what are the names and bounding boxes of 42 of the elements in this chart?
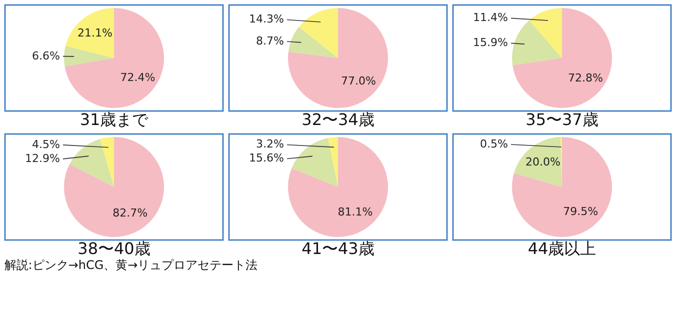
data-label: 11.4% bbox=[473, 11, 508, 24]
text: 32〜34歳 bbox=[302, 110, 374, 129]
data-label: 4.5% bbox=[32, 138, 60, 151]
data-label: 82.7% bbox=[112, 206, 148, 220]
data-label: 0.5% bbox=[480, 138, 508, 151]
pie-slice bbox=[64, 137, 164, 237]
pie-slice bbox=[292, 138, 338, 187]
pie-slice bbox=[529, 8, 562, 58]
data-label: 20.0% bbox=[526, 156, 560, 169]
data-label: 72.8% bbox=[568, 71, 603, 84]
pie-slice bbox=[288, 8, 388, 108]
data-label: 3.2% bbox=[256, 138, 284, 151]
text: 31歳まで bbox=[80, 110, 150, 129]
text: 41〜43歳 bbox=[302, 239, 374, 258]
text: 38〜40歳 bbox=[78, 239, 150, 258]
pie-slice bbox=[512, 8, 612, 108]
data-label: 6.6% bbox=[32, 49, 60, 62]
pie-slice bbox=[288, 137, 388, 237]
pie-slice bbox=[328, 137, 338, 187]
data-label: 15.6% bbox=[249, 152, 284, 165]
data-label: 15.9% bbox=[473, 36, 508, 50]
pie-slice bbox=[64, 8, 164, 108]
pie-slice bbox=[100, 137, 114, 187]
data-label: 79.5% bbox=[563, 204, 598, 218]
data-label: 77.0% bbox=[341, 74, 376, 88]
pie-slice bbox=[70, 138, 114, 187]
data-label: 14.3% bbox=[249, 12, 284, 26]
pie-slice bbox=[298, 8, 338, 58]
data-label: 72.4% bbox=[120, 71, 156, 84]
data-label: 8.7% bbox=[256, 34, 284, 48]
pie-slice bbox=[66, 8, 114, 58]
data-label: 21.1% bbox=[77, 26, 112, 40]
text: 解説:ピンク→hCG、黄→リュプロアセテート法 bbox=[4, 258, 258, 272]
data-label: 12.9% bbox=[25, 152, 60, 165]
text: 35〜37歳 bbox=[526, 110, 598, 129]
pie-slice bbox=[512, 137, 612, 237]
pie-slice bbox=[288, 26, 338, 58]
pie-slice bbox=[64, 46, 114, 66]
pie-slice bbox=[514, 137, 562, 187]
pie-slice bbox=[512, 20, 562, 66]
data-label: 81.1% bbox=[338, 206, 373, 219]
text: 44歳以上 bbox=[528, 239, 596, 258]
